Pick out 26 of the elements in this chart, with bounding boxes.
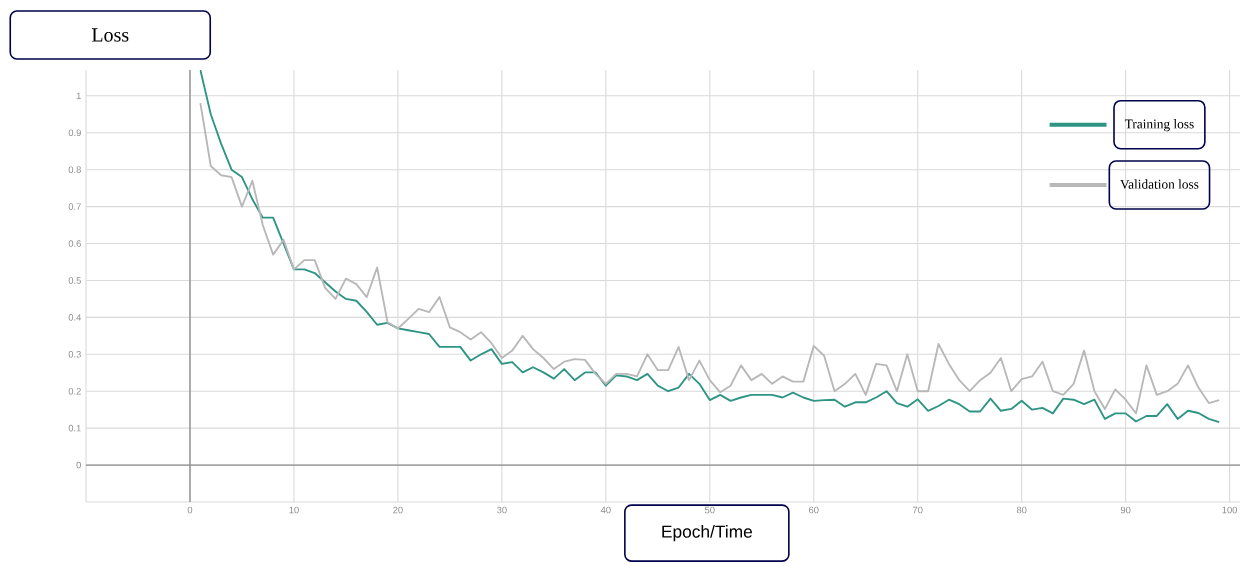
- x-tick-label: 70: [913, 506, 923, 514]
- x-tick-label: 50: [704, 506, 715, 514]
- y-tick-label: 0.4: [68, 314, 82, 321]
- x-tick-label: 60: [809, 506, 819, 514]
- legend-label: Training loss: [1124, 119, 1194, 132]
- y-tick-label: 0.3: [68, 351, 81, 358]
- x-axis-title: Epoch/Time: [662, 525, 752, 542]
- y-tick-label: 0.5: [68, 277, 81, 284]
- y-tick-label: 0: [76, 461, 81, 469]
- y-tick-label: 0.8: [68, 166, 81, 173]
- y-tick-label: 0.1: [68, 424, 81, 432]
- y-tick-label: 0.7: [68, 203, 81, 210]
- x-tick-label: 90: [1120, 506, 1131, 514]
- x-tick-label: 80: [1016, 506, 1027, 514]
- x-tick-label: 0: [187, 506, 193, 514]
- y-tick-label: 0.6: [68, 240, 81, 247]
- x-tick-label: 40: [600, 506, 611, 514]
- x-tick-label: 30: [497, 506, 507, 514]
- x-tick-label: 100: [1222, 506, 1238, 514]
- y-tick-label: 0.2: [68, 387, 81, 395]
- y-axis-title: Loss: [91, 28, 129, 42]
- legend-label: Validation loss: [1120, 179, 1199, 189]
- x-tick-label: 20: [393, 506, 403, 514]
- x-tick-label: 10: [289, 506, 299, 514]
- y-tick-label: 0.9: [68, 129, 81, 137]
- y-tick-label: 1: [76, 92, 81, 100]
